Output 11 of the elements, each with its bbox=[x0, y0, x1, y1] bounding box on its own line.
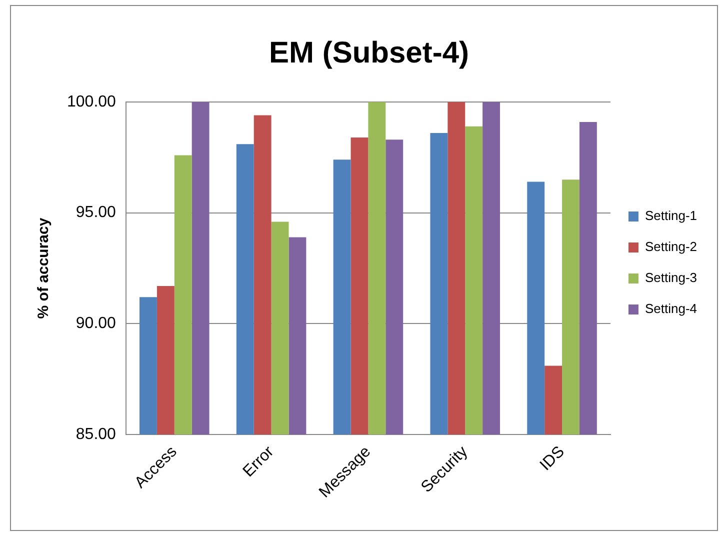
y-tick-label: 90.00 bbox=[76, 315, 116, 332]
y-tick-label: 95.00 bbox=[76, 204, 116, 222]
y-tick-label: 100.00 bbox=[67, 93, 116, 110]
chart-title: EM (Subset-4) bbox=[268, 36, 470, 70]
legend-label: Setting-3 bbox=[644, 270, 698, 286]
legend-label: Setting-4 bbox=[644, 301, 698, 316]
y-tick-label: 85.00 bbox=[76, 426, 116, 443]
y-axis-title: % of accuracy bbox=[35, 217, 52, 319]
x-tick-label: IDS bbox=[537, 443, 568, 474]
legend-label: Setting-1 bbox=[644, 208, 698, 224]
legend-label: Setting-2 bbox=[644, 239, 698, 254]
